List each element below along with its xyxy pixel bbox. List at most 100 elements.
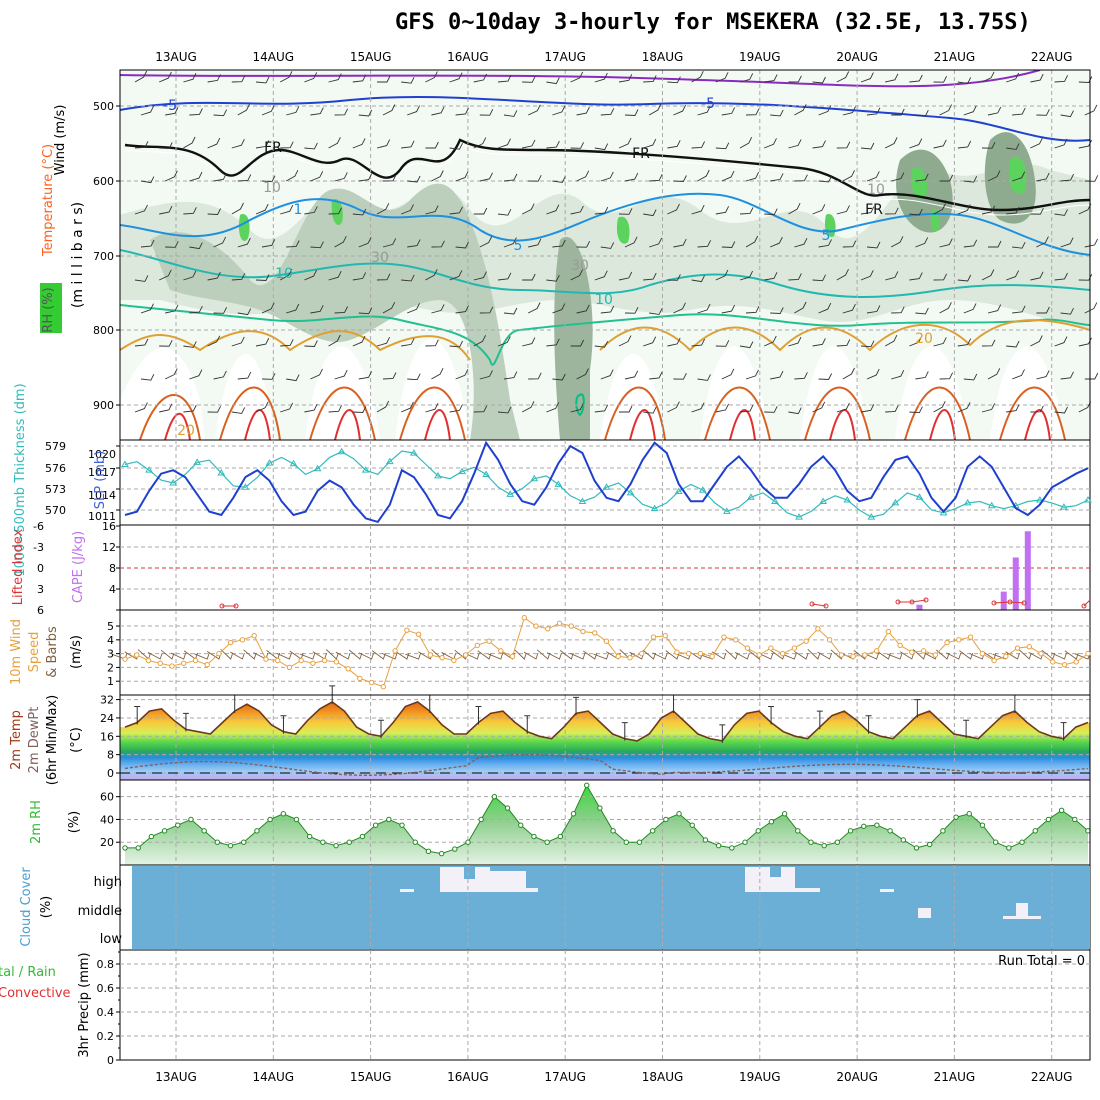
wind-barb: [497, 336, 511, 347]
rh-point: [610, 828, 616, 834]
wind-barb: [134, 275, 149, 282]
wind-barb: [957, 140, 972, 149]
run-total: Run Total = 0: [998, 954, 1085, 969]
wind-barb: [1012, 241, 1026, 249]
wind-barb: [957, 338, 972, 347]
wind-barb: [600, 305, 615, 314]
thickness-point: [217, 469, 226, 476]
wind-barb: [1060, 237, 1074, 248]
wind-speed-point: [1026, 644, 1032, 650]
precip-convective-label: Convective: [0, 986, 71, 1001]
wind-barb: [667, 337, 681, 347]
wind-speed-point: [380, 684, 387, 690]
rh-point: [861, 823, 867, 829]
wind-barb: [770, 370, 784, 380]
rh-point: [175, 822, 181, 828]
wind-barb: [673, 175, 687, 182]
wind-barb: [358, 109, 373, 117]
wind-speed-point: [274, 657, 281, 664]
wind-barb: [140, 176, 155, 184]
day-label-top: 17AUG: [544, 50, 586, 64]
surface-barb: [325, 649, 339, 660]
wind-speed-point: [568, 623, 574, 629]
surface-barb: [487, 652, 504, 660]
wind-barb: [987, 106, 1002, 116]
thickness-point: [506, 490, 515, 497]
wind-barb: [140, 303, 154, 314]
wind-barb: [1060, 307, 1074, 315]
thickness-point: [650, 504, 659, 512]
wind-barb: [667, 140, 681, 149]
wind-barb: [401, 274, 415, 282]
rh-point: [623, 839, 629, 845]
wind-speed-point: [721, 634, 727, 640]
wind-barb: [165, 368, 178, 380]
wind-speed-point: [932, 652, 939, 658]
rh-point: [676, 811, 682, 817]
rh-point: [557, 833, 564, 840]
wind-barb: [594, 72, 608, 83]
wind-speed-point: [521, 615, 527, 621]
surface-barb: [230, 651, 245, 660]
wind-barb: [479, 306, 494, 314]
wind-barb: [1036, 109, 1050, 116]
dewpt-series: [124, 753, 1089, 777]
wind-barb: [140, 239, 155, 248]
contour-label: FR: [865, 202, 883, 218]
wind-barb: [691, 204, 705, 215]
wind-barb: [134, 70, 148, 83]
wind-barb: [280, 402, 294, 413]
wind-barb: [522, 337, 536, 347]
day-label-bottom: 16AUG: [447, 1070, 489, 1084]
rh-point: [412, 839, 418, 845]
wind-barb: [1078, 76, 1093, 83]
day-label-bottom: 19AUG: [739, 1070, 781, 1084]
day-labels-bottom: 13AUG 14AUG 15AUG 16AUG 17AUG 18AUG 19AUG 20AUG…: [155, 1070, 1072, 1084]
thickness-point: [626, 488, 635, 496]
temp2m-unit: (°C): [69, 727, 84, 753]
surface-barb: [243, 649, 257, 660]
wind-barb: [594, 340, 609, 348]
wind10m-label-1: 10m Wind: [9, 619, 24, 685]
wind-barb: [255, 203, 269, 215]
rh-point: [715, 842, 722, 849]
wind-barb: [715, 206, 730, 215]
surface-barb: [794, 651, 809, 660]
wind-barb: [812, 338, 826, 347]
cloud-unit: (%): [39, 896, 54, 919]
thickness-point: [169, 479, 178, 486]
rh-point: [280, 811, 287, 817]
wind-barb: [280, 339, 294, 347]
wind-barb: [479, 236, 493, 248]
wind-barb: [449, 72, 463, 83]
wind-speed-point: [580, 628, 586, 635]
wind-barb: [527, 302, 541, 314]
rh-point: [161, 828, 168, 834]
wind-barb: [836, 339, 851, 347]
precip-total-rain-label: tal / Rain: [0, 965, 56, 980]
wind-barb: [449, 206, 463, 215]
thickness-tick: 579: [45, 440, 66, 453]
thickness-point: [795, 513, 803, 520]
wind-speed-point: [251, 632, 257, 639]
surface-barb: [464, 652, 480, 660]
wind-speed-point: [145, 657, 152, 664]
li-segment: [1083, 599, 1091, 607]
wind-speed-point: [263, 656, 269, 662]
rh-point: [452, 846, 458, 852]
thickness-point: [1084, 496, 1092, 503]
wind-barb: [407, 373, 421, 381]
li-point: [823, 603, 829, 609]
contour-label: 5: [822, 228, 831, 244]
wind-barb: [528, 104, 541, 116]
cloud-level-low: low: [100, 932, 123, 947]
thickness-point: [771, 497, 779, 504]
rh-point: [1019, 839, 1025, 845]
rh-point: [979, 822, 986, 828]
wind-barb: [745, 108, 760, 116]
temp2m-label-3: (6hr Min/Max): [45, 695, 60, 785]
wind-barb: [673, 372, 687, 380]
wind-barb: [159, 71, 172, 83]
wind-barb: [449, 270, 463, 281]
